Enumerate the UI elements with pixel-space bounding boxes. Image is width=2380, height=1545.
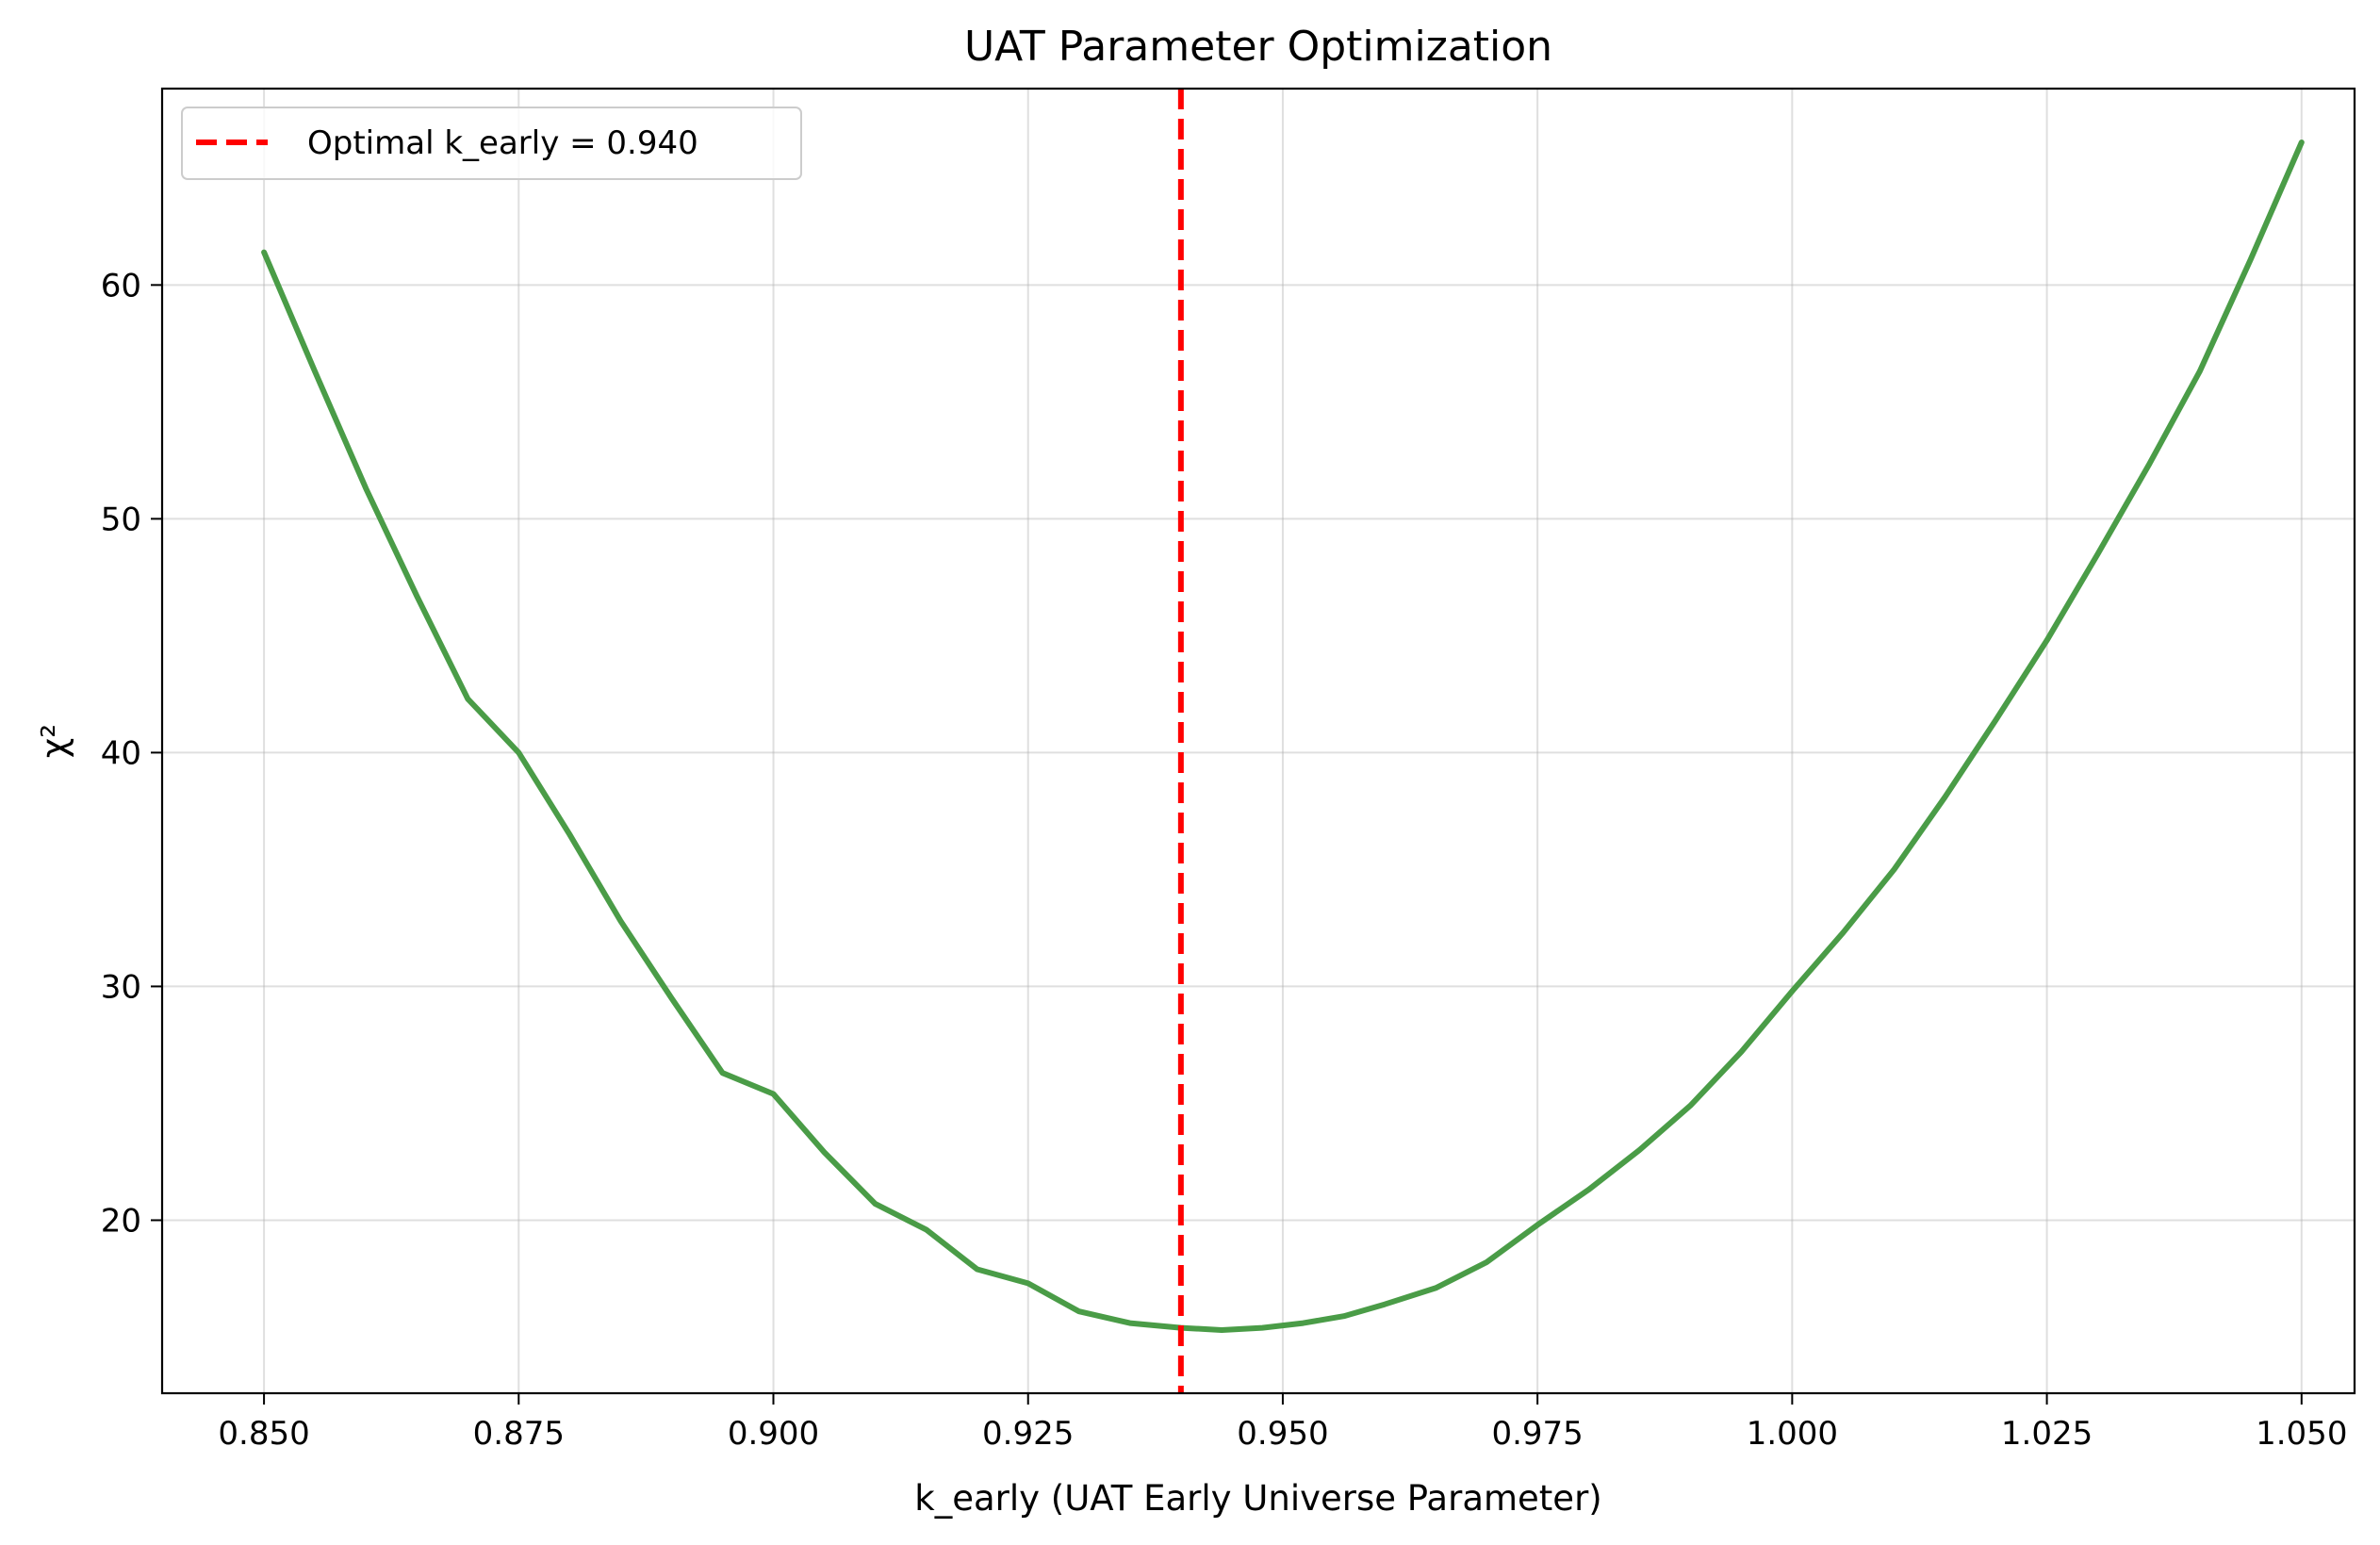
legend-box (181, 107, 802, 180)
axes-frame (160, 87, 2356, 1395)
grid (162, 89, 2355, 1393)
x-tick-label: 0.975 (1491, 1415, 1583, 1453)
y-axis-label: χ² (34, 724, 74, 758)
x-tick-label: 1.025 (2001, 1415, 2093, 1453)
x-tick-label: 0.875 (473, 1415, 565, 1453)
x-tick-label: 1.050 (2256, 1415, 2347, 1453)
x-tick-label: 0.850 (218, 1415, 309, 1453)
x-axis-label: k_early (UAT Early Universe Parameter) (914, 1478, 1601, 1519)
chart-title: UAT Parameter Optimization (964, 23, 1552, 71)
axis-ticks: 0.850 0.875 0.900 0.925 0.950 0.975 1.000 1.025… (101, 267, 2348, 1453)
x-tick-label: 0.950 (1237, 1415, 1328, 1453)
y-tick-label: 30 (101, 968, 141, 1006)
y-tick-label: 60 (101, 267, 141, 304)
legend-entry-optimal: Optimal k_early = 0.940 (307, 124, 698, 162)
y-tick-label: 50 (101, 501, 141, 538)
y-tick-label: 20 (101, 1202, 141, 1240)
y-tick-label: 40 (101, 734, 141, 772)
x-tick-label: 1.000 (1747, 1415, 1838, 1453)
legend: Optimal k_early = 0.940 (181, 107, 802, 180)
x-tick-label: 0.925 (982, 1415, 1074, 1453)
x-tick-label: 0.900 (728, 1415, 819, 1453)
chi-squared-curve (261, 140, 2305, 1333)
plot-area (261, 89, 2305, 1393)
